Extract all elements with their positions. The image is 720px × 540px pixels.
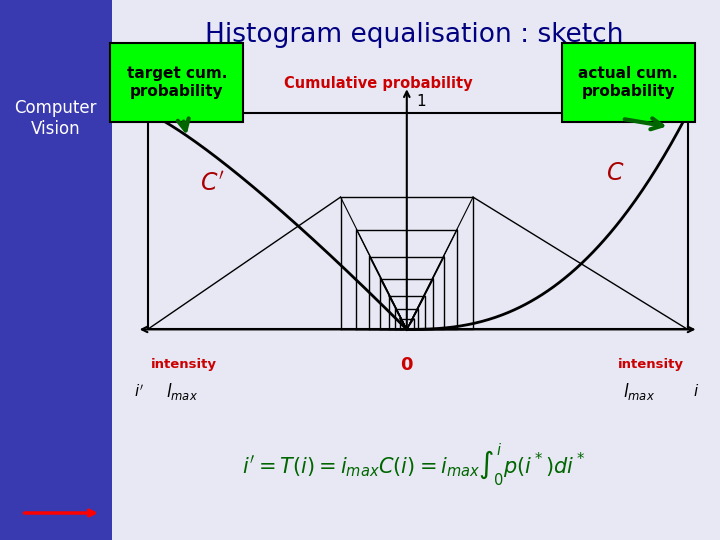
Text: $i' = T(i) = i_{max}C(i) = i_{max}\int_0^i p(i^*)di^*$: $i' = T(i) = i_{max}C(i) = i_{max}\int_0… [242,441,586,488]
Text: $C'$: $C'$ [200,172,225,195]
Text: intensity: intensity [151,358,217,371]
Text: Cumulative probability: Cumulative probability [284,76,472,91]
FancyBboxPatch shape [562,43,695,122]
Text: $i$: $i$ [693,383,699,400]
Text: $C$: $C$ [606,161,625,185]
FancyBboxPatch shape [110,43,243,122]
Text: $l_{max}$: $l_{max}$ [623,381,654,402]
Text: actual cum.
probability: actual cum. probability [578,66,678,98]
Text: 1: 1 [416,94,426,109]
Text: intensity: intensity [618,358,684,371]
Text: 0: 0 [400,355,413,374]
Text: $l_{max}$: $l_{max}$ [166,381,198,402]
Text: Histogram equalisation : sketch: Histogram equalisation : sketch [204,22,624,48]
Bar [0,0,112,540]
Text: $i'$: $i'$ [134,383,144,400]
Text: Computer
Vision: Computer Vision [14,99,97,138]
Text: target cum.
probability: target cum. probability [127,66,227,98]
